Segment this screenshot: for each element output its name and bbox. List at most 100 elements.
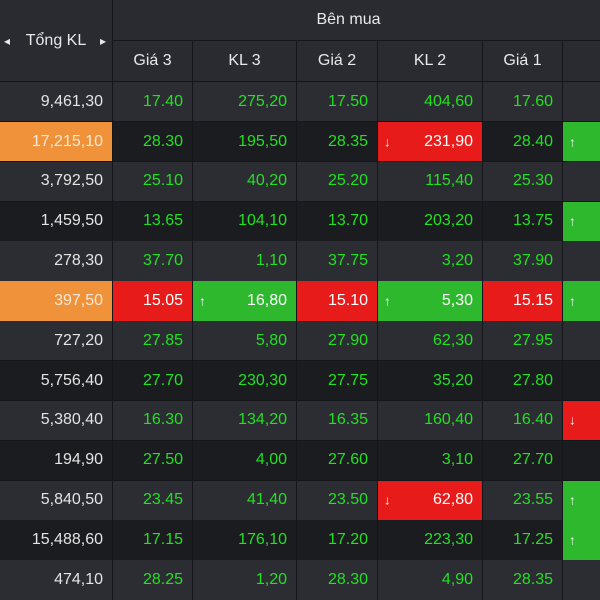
- total-volume: 5,840,50: [0, 480, 113, 521]
- quote-cell: 13.75: [483, 201, 563, 242]
- partial-cell: [563, 321, 600, 362]
- quote-cell: 104,10: [193, 201, 297, 242]
- quote-cell: 28.35: [483, 560, 563, 600]
- quote-cell-text: 27.60: [327, 451, 368, 469]
- quote-cell-text: 160,40: [424, 411, 473, 429]
- partial-cell: [563, 560, 600, 600]
- quote-cell: 223,30: [378, 520, 483, 561]
- partial-cell: [563, 440, 600, 481]
- up-arrow: ↑: [569, 134, 576, 150]
- quote-cell-text: 37.75: [327, 252, 368, 270]
- quote-cell: 13.65: [113, 201, 193, 242]
- quote-cell: 35,20: [378, 360, 483, 402]
- quote-cell-text: 17.25: [512, 531, 553, 549]
- quote-cell: 115,40: [378, 161, 483, 203]
- quote-cell-text: 27.90: [327, 331, 368, 349]
- quote-cell-text: 4,00: [255, 451, 287, 469]
- quote-cell: 17.40: [113, 82, 193, 123]
- quote-cell-text: 37.90: [512, 252, 553, 270]
- quote-cell-text: 25.20: [327, 172, 368, 190]
- quote-cell: 28.30: [297, 560, 378, 600]
- quote-cell-text: 115,40: [425, 172, 473, 190]
- total-volume: 15,488,60: [0, 520, 113, 561]
- quote-cell: 275,20: [193, 82, 297, 123]
- up-arrow: ↑: [569, 492, 576, 508]
- quote-cell: 4,90: [378, 560, 483, 600]
- quote-cell-text: 27.85: [142, 331, 183, 349]
- scroll-arrow[interactable]: ◂: [4, 33, 11, 48]
- quote-cell-text: 3,20: [441, 252, 473, 270]
- quote-cell: 27.95: [483, 321, 563, 362]
- quote-cell-text: 62,80: [432, 491, 473, 509]
- column-header: Giá 3: [113, 41, 193, 82]
- quote-cell: 25.20: [297, 161, 378, 203]
- column-header: Giá 1: [483, 41, 563, 82]
- quote-cell: 17.50: [297, 82, 378, 123]
- quote-cell-text: 176,10: [238, 531, 287, 549]
- quote-cell: 5,30 ↑: [378, 281, 483, 322]
- quote-cell: 27.75: [297, 360, 378, 402]
- quote-cell-text: 27.80: [512, 371, 553, 389]
- quote-cell-text: 28.30: [142, 132, 183, 150]
- quote-cell-text: 27.75: [327, 371, 368, 389]
- total-volume: 1,459,50: [0, 201, 113, 242]
- quote-cell-text: 17.15: [142, 531, 183, 549]
- column-header-text: KL 3: [228, 52, 261, 69]
- quote-cell-text: 17.60: [512, 92, 553, 110]
- total-volume-text: 3,792,50: [40, 172, 103, 190]
- total-volume: 474,10: [0, 560, 113, 600]
- quote-cell-text: 230,30: [238, 371, 287, 389]
- total-header[interactable]: Tổng KL ◂ ▸: [0, 0, 113, 82]
- quote-cell-text: 40,20: [246, 172, 287, 190]
- quote-cell: 27.50: [113, 440, 193, 481]
- quote-cell-text: 5,80: [255, 331, 287, 349]
- partial-cell: [563, 82, 600, 123]
- total-volume: 5,380,40: [0, 400, 113, 442]
- quote-cell: 17.15: [113, 520, 193, 561]
- quote-cell-text: 203,20: [424, 212, 473, 230]
- quote-cell: 17.60: [483, 82, 563, 123]
- column-header: KL 2: [378, 41, 483, 82]
- quote-cell: 17.25: [483, 520, 563, 561]
- group-header-text: Bên mua: [316, 11, 381, 28]
- quote-cell-text: 62,30: [432, 331, 473, 349]
- quote-cell: 15.05: [113, 281, 193, 322]
- quote-cell-text: 16.30: [142, 411, 183, 429]
- quote-cell-text: 13.70: [327, 212, 368, 230]
- total-volume-text: 15,488,60: [31, 531, 103, 549]
- quote-cell-text: 16,80: [246, 291, 287, 309]
- down-arrow: ↓: [384, 492, 391, 508]
- quote-cell-text: 104,10: [238, 212, 287, 230]
- quote-cell-text: 28.30: [327, 570, 368, 588]
- partial-cell: ↓: [563, 400, 600, 442]
- total-volume-text: 5,840,50: [40, 491, 103, 509]
- scroll-arrow[interactable]: ▸: [99, 33, 106, 48]
- quote-cell: 37.70: [113, 241, 193, 282]
- quote-cell-text: 17.20: [327, 531, 368, 549]
- column-header: Giá 2: [297, 41, 378, 82]
- down-arrow: ↓: [384, 134, 391, 150]
- quote-cell-text: 25.30: [512, 172, 553, 190]
- quote-cell: 3,10: [378, 440, 483, 481]
- quote-cell-text: 275,20: [238, 92, 287, 110]
- quote-cell: 1,20: [193, 560, 297, 600]
- total-volume: 727,20: [0, 321, 113, 362]
- quote-cell: 5,80: [193, 321, 297, 362]
- column-header-text: Giá 2: [317, 52, 357, 69]
- partial-cell: ↑: [563, 201, 600, 242]
- quote-cell: 37.75: [297, 241, 378, 282]
- total-volume-text: 194,90: [54, 451, 103, 469]
- quote-cell-text: 15.15: [512, 291, 553, 309]
- quote-cell-text: 28.35: [512, 570, 553, 588]
- total-volume: 194,90: [0, 440, 113, 481]
- quote-cell: 3,20: [378, 241, 483, 282]
- quote-cell-text: 23.55: [512, 491, 553, 509]
- quote-cell-text: 17.50: [327, 92, 368, 110]
- up-arrow: ↑: [199, 293, 206, 309]
- quote-cell-text: 5,30: [441, 291, 473, 309]
- quote-cell-text: 15.10: [327, 291, 368, 309]
- quote-cell-text: 35,20: [432, 371, 473, 389]
- partial-cell: ↑: [563, 520, 600, 561]
- quote-cell: 28.30: [113, 121, 193, 163]
